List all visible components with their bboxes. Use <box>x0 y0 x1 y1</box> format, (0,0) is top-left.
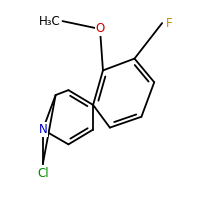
Text: H₃C: H₃C <box>39 15 61 28</box>
Text: F: F <box>166 17 173 30</box>
Text: O: O <box>95 22 105 36</box>
Text: Cl: Cl <box>37 167 49 180</box>
Text: N: N <box>38 123 47 136</box>
